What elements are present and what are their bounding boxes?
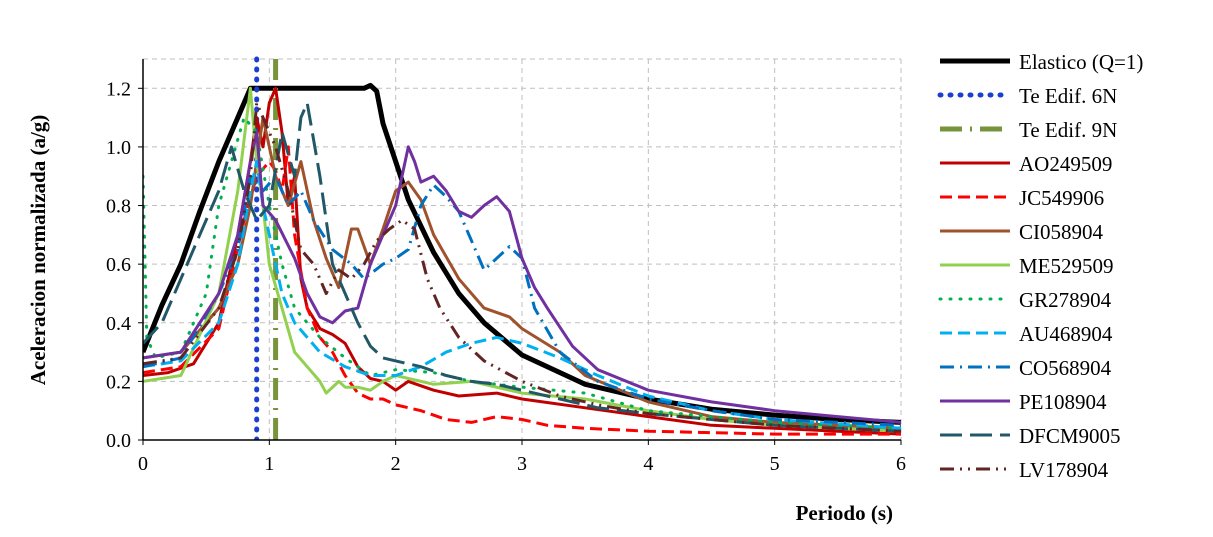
series-line [143, 116, 901, 430]
legend-label: JC549906 [1019, 186, 1104, 210]
x-tick-label: 4 [643, 453, 653, 475]
series-line [143, 160, 901, 430]
legend-label: DFCM9005 [1019, 424, 1121, 448]
y-axis-label: Aceleracion normalizada (a/g) [26, 115, 50, 386]
series-line [143, 101, 901, 433]
legend: Elastico (Q=1) Te Edif. 6N Te Edif. 9N AO24… [937, 50, 1143, 482]
x-axis-label: Periodo (s) [796, 501, 893, 525]
x-tick-label: 0 [138, 453, 148, 475]
series-line [143, 101, 901, 433]
series-layer [143, 56, 901, 440]
legend-label: ME529509 [1019, 254, 1114, 278]
series-line [143, 130, 901, 424]
y-tick-label: 0.8 [106, 196, 131, 218]
y-tick-label: 0.2 [106, 371, 131, 393]
legend-label: Elastico (Q=1) [1019, 50, 1143, 74]
y-tick-label: 1.2 [106, 78, 131, 100]
y-tick-label: 0.0 [106, 430, 131, 452]
legend-label: AU468904 [1019, 322, 1113, 346]
legend-label: LV178904 [1019, 458, 1109, 482]
legend-label: GR278904 [1019, 288, 1112, 312]
legend-label: AO249509 [1019, 152, 1112, 176]
legend-label: Te Edif. 9N [1019, 118, 1117, 142]
legend-label: Te Edif. 6N [1019, 84, 1117, 108]
y-tick-label: 1.0 [106, 137, 131, 159]
x-tick-label: 3 [517, 453, 527, 475]
x-tick-label: 6 [896, 453, 906, 475]
axis-layer: 0 1 2 3 4 5 6 0.0 0.2 0.4 0.6 0.8 1.0 1.2 [106, 59, 906, 475]
y-tick-label: 0.6 [106, 254, 131, 276]
legend-label: PE108904 [1019, 390, 1107, 414]
legend-label: CI058904 [1019, 220, 1104, 244]
x-tick-label: 1 [264, 453, 274, 475]
legend-label: CO568904 [1019, 356, 1112, 380]
y-tick-label: 0.4 [106, 313, 131, 335]
x-tick-label: 5 [770, 453, 780, 475]
x-tick-label: 2 [391, 453, 401, 475]
